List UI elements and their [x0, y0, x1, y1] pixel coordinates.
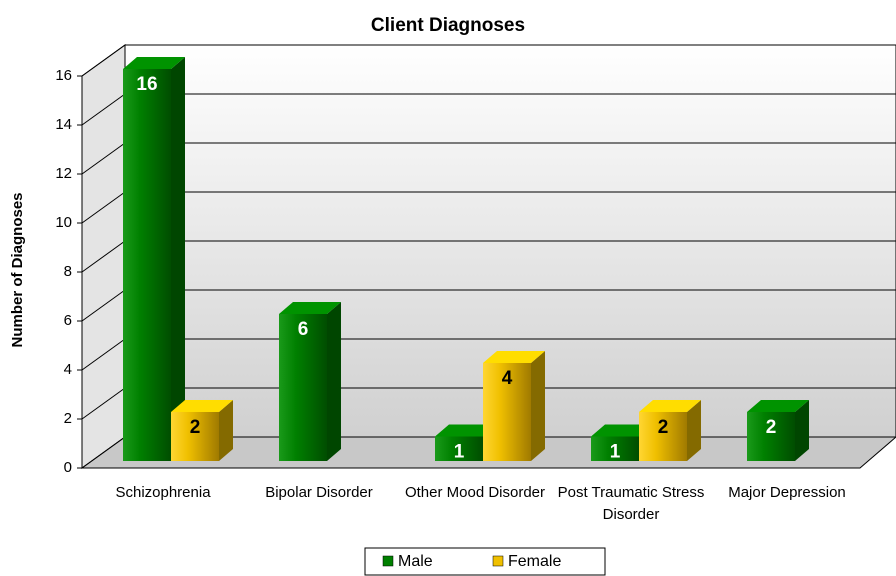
- data-label: 2: [658, 417, 669, 438]
- bar-side: [219, 400, 233, 461]
- bar-side: [531, 351, 545, 461]
- bar-top: [483, 351, 545, 363]
- y-tick-label: 4: [64, 361, 72, 378]
- legend-label: Female: [508, 553, 561, 570]
- grid-line: [81, 338, 126, 371]
- grid-line: [81, 191, 126, 224]
- grid-line: [81, 44, 126, 77]
- bar: [279, 314, 327, 461]
- bar-side: [795, 400, 809, 461]
- x-tick-label: Schizophrenia: [115, 484, 211, 501]
- bar-top: [591, 424, 653, 437]
- y-tick-label: 14: [55, 116, 72, 133]
- x-tick-label: Other Mood Disorder: [404, 484, 546, 501]
- legend-swatch: [492, 555, 504, 567]
- chart-title: Client Diagnoses: [371, 15, 525, 36]
- grid-line: [81, 93, 126, 126]
- bar: [747, 412, 795, 461]
- bar: [171, 412, 219, 461]
- x-tick-label: Major Depression: [728, 484, 846, 501]
- bar-top: [747, 400, 809, 412]
- bar-side: [687, 400, 701, 461]
- bar: [123, 69, 171, 461]
- data-label: 2: [190, 417, 201, 438]
- bar-top: [279, 302, 341, 314]
- legend-label: Male: [398, 553, 433, 570]
- bar-side: [171, 57, 185, 461]
- bar: [483, 363, 531, 461]
- bar: [639, 412, 687, 461]
- grid-line: [81, 289, 126, 322]
- data-label: 1: [610, 442, 621, 463]
- bar-top: [123, 57, 185, 69]
- bar-side: [327, 302, 341, 461]
- legend-swatch: [382, 555, 394, 567]
- y-tick-label: 8: [64, 263, 72, 280]
- data-label: 2: [766, 417, 777, 438]
- grid-line: [81, 240, 126, 273]
- bar-top: [435, 424, 497, 437]
- y-tick-label: 10: [55, 214, 72, 231]
- x-tick-label: Post Traumatic Stress Disorder: [557, 484, 705, 523]
- y-tick-label: 0: [64, 459, 72, 476]
- bar: [435, 436, 483, 461]
- grid-line: [81, 142, 126, 175]
- y-axis-title: Number of Diagnoses: [9, 192, 26, 347]
- y-tick-label: 6: [64, 312, 72, 329]
- grid-line: [81, 436, 126, 469]
- data-label: 4: [502, 368, 513, 389]
- data-label: 6: [298, 319, 309, 340]
- bar: [591, 436, 639, 461]
- bar-top: [639, 400, 701, 412]
- y-tick-label: 2: [64, 410, 72, 427]
- bar-top: [171, 400, 233, 412]
- data-label: 16: [136, 74, 157, 95]
- data-label: 1: [454, 442, 465, 463]
- y-tick-label: 12: [55, 165, 72, 182]
- legend: [364, 547, 606, 576]
- grid-line: [81, 387, 126, 420]
- y-tick-label: 16: [55, 67, 72, 84]
- x-tick-label: Bipolar Disorder: [265, 484, 373, 501]
